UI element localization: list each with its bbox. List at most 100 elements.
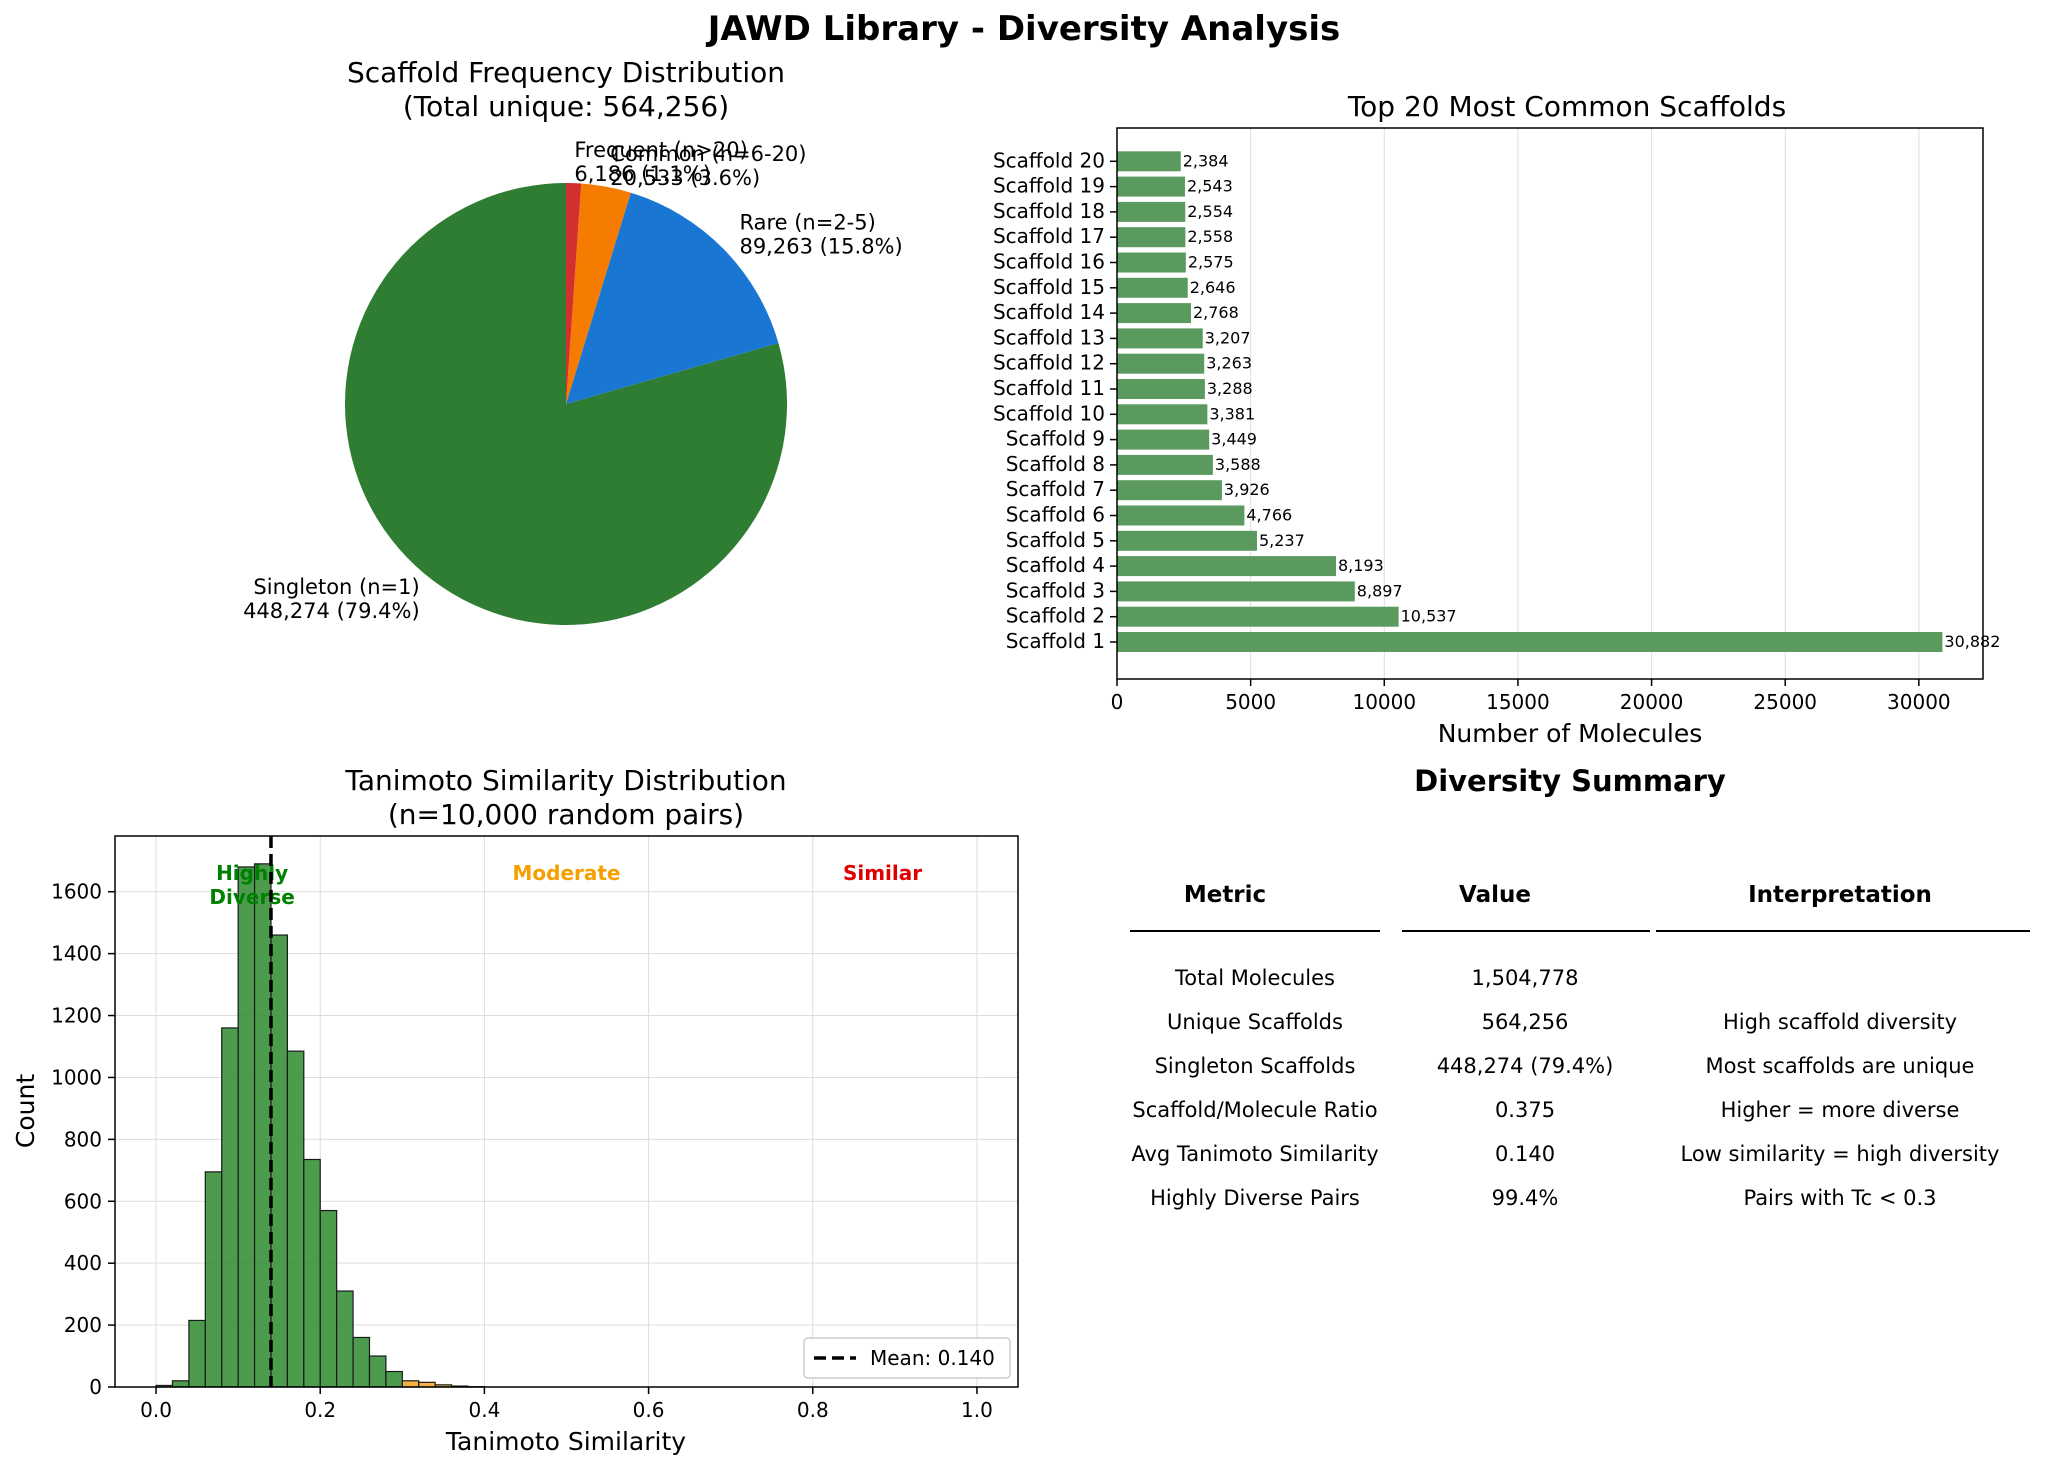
hist-title: Tanimoto Similarity Distribution (344, 764, 786, 797)
bar-scaffold-1 (1117, 632, 1943, 652)
table-row: Highly Diverse Pairs 99.4% Pairs with Tc… (1100, 1178, 2040, 1218)
table-row: Unique Scaffolds 564,256 High scaffold d… (1100, 1002, 2040, 1042)
hist-bar (221, 1027, 239, 1388)
pie-chart: Scaffold Frequency Distribution (Total u… (243, 56, 903, 625)
hist-ytick-label: 1200 (51, 1004, 102, 1028)
bar-scaffold-20 (1117, 151, 1181, 172)
bar-xtick-label: 10000 (1352, 690, 1416, 714)
summary-title: Diversity Summary (1414, 764, 1726, 798)
bar-value-label: 10,537 (1401, 607, 1457, 626)
table-row: Scaffold/Molecule Ratio 0.375 Higher = m… (1100, 1090, 2040, 1130)
zone-label-similar: Similar (843, 861, 922, 885)
hist-ylabel: Count (11, 1074, 40, 1148)
metric-cell: Total Molecules (1175, 966, 1335, 990)
pie-label-rare-n-2-5: Rare (n=2-5) 89,263 (15.8%) (739, 211, 902, 259)
bar-category-label: Scaffold 1 (1006, 629, 1105, 653)
hist-bar (270, 934, 288, 1388)
hist-subtitle: (n=10,000 random pairs) (388, 798, 744, 831)
bar-category-label: Scaffold 18 (993, 199, 1105, 223)
bar-category-label: Scaffold 15 (993, 275, 1105, 299)
bar-xtick-label: 25000 (1753, 690, 1817, 714)
hist-bar (336, 1290, 354, 1388)
pie-slice-frequent-n-20 (566, 183, 582, 404)
bar-xtick-label: 20000 (1620, 690, 1684, 714)
interpretation-cell: High scaffold diversity (1722, 1010, 1958, 1034)
histogram-chart: Tanimoto Similarity Distribution (n=10,0… (11, 764, 1019, 1456)
interpretation-cell: Low similarity = high diversity (1680, 1142, 2000, 1166)
bar-category-label: Scaffold 3 (1006, 578, 1105, 602)
hist-xtick-label: 0.0 (140, 1398, 172, 1422)
hist-ytick-label: 1600 (51, 880, 102, 904)
bar-value-label: 8,897 (1357, 581, 1403, 600)
bar-category-label: Scaffold 5 (1006, 528, 1105, 552)
hist-bar (303, 1158, 321, 1388)
hist-bar (368, 1355, 387, 1388)
bar-value-label: 3,207 (1205, 328, 1251, 347)
bar-value-label: 3,263 (1206, 354, 1252, 373)
hist-xtick-label: 1.0 (961, 1398, 993, 1422)
metric-cell: Unique Scaffolds (1167, 1010, 1343, 1034)
value-cell: 0.375 (1494, 1098, 1556, 1122)
bar-scaffold-16 (1117, 252, 1186, 273)
legend-box (803, 1337, 1011, 1379)
hist-bar (401, 1380, 420, 1388)
bar-scaffold-17 (1117, 227, 1186, 248)
bar-category-label: Scaffold 14 (993, 300, 1105, 324)
hist-axes-frame (114, 835, 1019, 1388)
bar-scaffold-9 (1117, 429, 1210, 450)
bar-category-label: Scaffold 12 (993, 351, 1105, 375)
value-cell: 564,256 (1481, 1010, 1569, 1034)
bar-scaffold-13 (1117, 328, 1203, 349)
bar-scaffold-14 (1117, 303, 1191, 324)
hist-bar (253, 863, 272, 1388)
bar-xtick-label: 30000 (1887, 690, 1951, 714)
pie-slice-common-n-6-20 (566, 183, 631, 404)
hist-ytick-label: 0 (89, 1375, 102, 1399)
bar-category-label: Scaffold 13 (993, 325, 1105, 349)
bar-value-label: 8,193 (1338, 556, 1384, 575)
bar-xtick-label: 5000 (1225, 690, 1276, 714)
bar-category-label: Scaffold 16 (993, 250, 1105, 274)
bar-value-label: 3,449 (1211, 430, 1257, 449)
bar-value-label: 3,926 (1224, 480, 1270, 499)
metric-cell: Highly Diverse Pairs (1150, 1186, 1360, 1210)
hist-xlabel: Tanimoto Similarity (445, 1427, 686, 1456)
bar-value-label: 2,768 (1193, 303, 1239, 322)
bar-value-label: 2,558 (1187, 227, 1233, 246)
value-cell: 448,274 (79.4%) (1436, 1054, 1614, 1078)
table-row: Singleton Scaffolds 448,274 (79.4%) Most… (1100, 1046, 2040, 1086)
bar-xtick-label: 0 (1111, 690, 1124, 714)
hist-bar (204, 1171, 223, 1388)
hist-bar (286, 1050, 305, 1388)
bar-scaffold-7 (1117, 480, 1222, 501)
pie-label-singleton-n-1: Singleton (n=1) 448,274 (79.4%) (243, 575, 420, 623)
bar-value-label: 2,575 (1188, 253, 1234, 272)
bar-scaffold-11 (1117, 379, 1205, 399)
bar-scaffold-8 (1117, 454, 1213, 475)
bar-category-label: Scaffold 8 (1006, 452, 1105, 476)
bar-scaffold-15 (1117, 277, 1188, 298)
bar-value-label: 3,588 (1215, 455, 1261, 474)
bar-category-label: Scaffold 6 (1006, 503, 1105, 527)
column-header-metric: Metric (1183, 882, 1267, 908)
table-row: Total Molecules 1,504,778 (1100, 958, 2040, 998)
bar-scaffold-12 (1117, 353, 1205, 374)
bar-category-label: Scaffold 20 (993, 148, 1105, 172)
bar-chart: Top 20 Most Common Scaffolds 30,882 10,53… (993, 90, 2000, 748)
metric-cell: Scaffold/Molecule Ratio (1132, 1098, 1378, 1122)
bar-value-label: 30,882 (1944, 632, 2000, 651)
column-header-value: Value (1459, 882, 1531, 908)
legend-mean-label: Mean: 0.140 (870, 1346, 995, 1370)
metric-cell: Singleton Scaffolds (1154, 1054, 1356, 1078)
bar-xlabel: Number of Molecules (1438, 719, 1703, 748)
hist-bar (385, 1370, 403, 1388)
bar-category-label: Scaffold 19 (993, 174, 1105, 198)
table-row: Avg Tanimoto Similarity 0.140 Low simila… (1100, 1134, 2040, 1174)
bar-category-label: Scaffold 17 (993, 224, 1105, 248)
hist-bar (319, 1209, 338, 1388)
bar-scaffold-10 (1117, 404, 1208, 425)
pie-label-frequent-n-20: Frequent (n>20) 6,186 (1.1%) (574, 138, 747, 186)
hist-xtick-label: 0.4 (469, 1398, 501, 1422)
hist-bar (352, 1336, 371, 1388)
